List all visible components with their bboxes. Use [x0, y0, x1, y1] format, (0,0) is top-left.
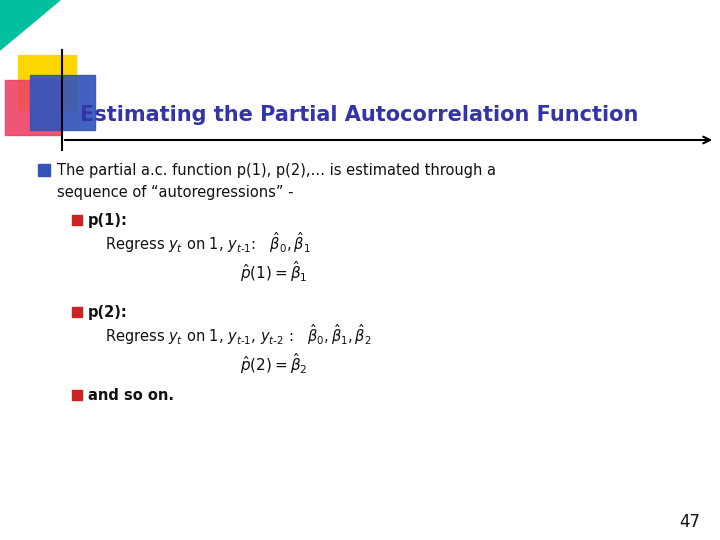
Text: p(1):: p(1):: [88, 213, 128, 227]
Text: $\hat{p}(2) = \hat{\beta}_2$: $\hat{p}(2) = \hat{\beta}_2$: [240, 352, 307, 376]
Bar: [72, 215, 82, 225]
Text: sequence of “autoregressions” -: sequence of “autoregressions” -: [57, 185, 294, 199]
Text: Estimating the Partial Autocorrelation Function: Estimating the Partial Autocorrelation F…: [80, 105, 639, 125]
Bar: [18, 55, 76, 110]
Bar: [5, 80, 60, 135]
Text: p(2):: p(2):: [88, 305, 127, 320]
Text: Regress $y_t$ on 1, $y_{t\text{-}1}$:   $\hat{\beta}_0, \hat{\beta}_1$: Regress $y_t$ on 1, $y_{t\text{-}1}$: $\…: [105, 231, 311, 255]
Text: $\hat{p}(1) = \hat{\beta}_1$: $\hat{p}(1) = \hat{\beta}_1$: [240, 260, 307, 285]
Text: and so on.: and so on.: [88, 388, 174, 402]
Bar: [72, 307, 82, 317]
Bar: [30, 75, 95, 130]
Bar: [38, 164, 50, 176]
Text: The partial a.c. function p(1), p(2),… is estimated through a: The partial a.c. function p(1), p(2),… i…: [57, 163, 496, 178]
Text: Regress $y_t$ on 1, $y_{t\text{-}1}$, $y_{t\text{-}2}$ :   $\hat{\beta}_0, \hat{: Regress $y_t$ on 1, $y_{t\text{-}1}$, $y…: [105, 322, 372, 347]
Bar: [72, 390, 82, 400]
Polygon shape: [0, 0, 60, 50]
Text: 47: 47: [679, 513, 700, 531]
